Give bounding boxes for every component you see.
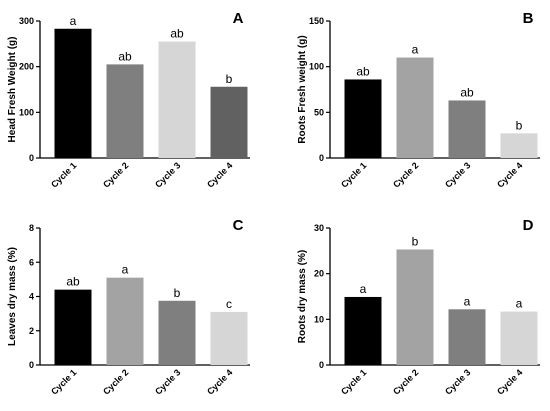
bar-cycle-2 bbox=[396, 57, 434, 158]
bar-cycle-1 bbox=[344, 296, 382, 365]
bar-cycle-4 bbox=[500, 311, 538, 365]
significance-label: a bbox=[122, 263, 129, 277]
y-tick-label: 6 bbox=[29, 257, 34, 267]
y-tick-label: 30 bbox=[314, 223, 324, 233]
bar-cycle-2 bbox=[106, 277, 144, 365]
category-label: Cycle 1 bbox=[339, 367, 368, 396]
y-tick-label: 100 bbox=[19, 107, 34, 117]
chart-panel-a: 0 100 200 300 Head Fresh Weight (g) Aa Cycle 1… bbox=[7, 10, 250, 190]
category-label: Cycle 4 bbox=[205, 160, 234, 189]
panel-label: C bbox=[233, 217, 244, 234]
significance-label: b bbox=[226, 72, 233, 86]
bar-cycle-1 bbox=[54, 28, 92, 158]
y-tick-label: 0 bbox=[29, 360, 34, 370]
category-label: Cycle 3 bbox=[153, 367, 182, 396]
y-tick-label: 0 bbox=[319, 360, 324, 370]
bar-cycle-1 bbox=[54, 289, 92, 365]
category-label: Cycle 1 bbox=[49, 367, 78, 396]
significance-label: a bbox=[464, 294, 471, 308]
chart-panel-c: 0 2 4 6 8 Leaves dry mass (%) Cab Cycle 1 a Cycle… bbox=[7, 217, 250, 397]
significance-label: b bbox=[174, 286, 181, 300]
bar-cycle-3 bbox=[448, 100, 486, 158]
bar-cycle-4 bbox=[500, 133, 538, 158]
bar-cycle-2 bbox=[396, 249, 434, 365]
y-tick-label: 0 bbox=[29, 153, 34, 163]
category-label: Cycle 1 bbox=[49, 160, 78, 189]
significance-label: ab bbox=[118, 49, 132, 63]
category-label: Cycle 3 bbox=[443, 367, 472, 396]
significance-label: a bbox=[516, 297, 523, 311]
category-label: Cycle 2 bbox=[101, 367, 130, 396]
y-tick-label: 300 bbox=[19, 16, 34, 26]
bar-cycle-4 bbox=[210, 311, 248, 365]
category-label: Cycle 2 bbox=[391, 367, 420, 396]
bar-cycle-2 bbox=[106, 64, 144, 158]
category-label: Cycle 2 bbox=[101, 160, 130, 189]
significance-label: a bbox=[412, 43, 419, 57]
category-label: Cycle 4 bbox=[205, 367, 234, 396]
significance-label: a bbox=[360, 282, 367, 296]
y-axis-label: Head Fresh Weight (g) bbox=[7, 37, 18, 143]
y-axis-label: Roots dry mass (%) bbox=[297, 250, 308, 343]
significance-label: ab bbox=[66, 275, 80, 289]
y-tick-label: 150 bbox=[309, 16, 324, 26]
y-axis-label: Roots Fresh weight (g) bbox=[297, 35, 308, 143]
category-label: Cycle 3 bbox=[153, 160, 182, 189]
panel-label: A bbox=[233, 10, 244, 27]
y-tick-label: 2 bbox=[29, 326, 34, 336]
category-label: Cycle 4 bbox=[495, 367, 524, 396]
significance-label: ab bbox=[170, 27, 184, 41]
bar-cycle-3 bbox=[448, 309, 486, 365]
category-label: Cycle 1 bbox=[339, 160, 368, 189]
y-tick-label: 100 bbox=[309, 62, 324, 72]
y-tick-label: 50 bbox=[314, 107, 324, 117]
bar-cycle-1 bbox=[344, 79, 382, 158]
significance-label: b bbox=[516, 118, 523, 132]
significance-label: c bbox=[226, 297, 232, 311]
significance-label: ab bbox=[356, 64, 370, 78]
y-tick-label: 0 bbox=[319, 153, 324, 163]
bar-cycle-3 bbox=[158, 41, 196, 158]
chart-panel-d: 0 10 20 30 Roots dry mass (%) Da Cycle 1 b Cycle… bbox=[297, 217, 540, 397]
y-tick-label: 200 bbox=[19, 62, 34, 72]
significance-label: b bbox=[412, 234, 419, 248]
y-tick-label: 10 bbox=[314, 314, 324, 324]
y-tick-label: 20 bbox=[314, 269, 324, 279]
significance-label: a bbox=[70, 14, 77, 28]
bar-cycle-4 bbox=[210, 86, 248, 158]
category-label: Cycle 4 bbox=[495, 160, 524, 189]
panel-label: B bbox=[523, 10, 534, 27]
y-axis-label: Leaves dry mass (%) bbox=[7, 247, 18, 346]
category-label: Cycle 2 bbox=[391, 160, 420, 189]
bar-cycle-3 bbox=[158, 300, 196, 365]
y-tick-label: 4 bbox=[29, 292, 34, 302]
y-tick-label: 8 bbox=[29, 223, 34, 233]
category-label: Cycle 3 bbox=[443, 160, 472, 189]
significance-label: ab bbox=[460, 85, 474, 99]
panel-label: D bbox=[523, 217, 534, 234]
